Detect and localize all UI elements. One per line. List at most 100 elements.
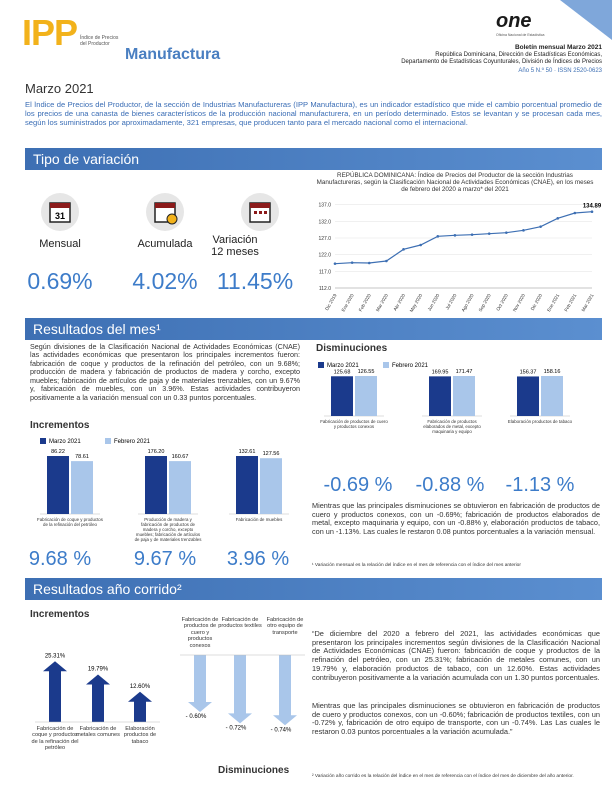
section-heading: Resultados del mes¹ — [25, 318, 602, 340]
point — [573, 211, 577, 215]
point — [436, 235, 440, 238]
value-label: 125.68 — [334, 369, 351, 375]
bulletin: Boletín mensual Marzo 2021 — [514, 44, 602, 51]
bar — [453, 376, 475, 416]
x-tick-label: Mar 2020 — [375, 293, 389, 313]
section-title: Manufactura — [125, 46, 221, 63]
subheading: Disminuciones — [218, 765, 290, 776]
value-label: 19.79% — [88, 667, 109, 673]
section-heading: Resultados año corrido² — [25, 578, 602, 600]
arrow — [128, 691, 152, 722]
category-label: Fabricación de productos elaborados de m… — [423, 419, 481, 435]
legend-label: Febrero 2021 — [392, 363, 429, 369]
variation-label: Variación 12 meses — [211, 234, 259, 259]
subheading: Incrementos — [30, 609, 90, 620]
value-label: 171.47 — [456, 369, 473, 375]
x-tick-label: Jun 2020 — [427, 293, 441, 312]
point — [453, 234, 457, 237]
value-label: 160.67 — [172, 454, 189, 460]
y-tick-label: 112.0 — [319, 286, 331, 292]
point — [367, 261, 371, 265]
value-label: 134.89 — [583, 204, 602, 210]
issue: Año 5 N.º 50 · ISSN 2520-0623 — [518, 68, 602, 74]
bar — [47, 456, 69, 514]
legend-swatch — [40, 438, 46, 444]
line — [334, 211, 593, 265]
variation-value: 0.69% — [27, 268, 93, 294]
category-label: Fabricación de coque y productos de la r… — [37, 517, 103, 528]
x-tick-label: Dic 2019 — [324, 293, 338, 312]
logo-sub: Oficina Nacional de Estadística — [496, 33, 545, 37]
category-label: Elaboración productos de tabaco — [507, 419, 573, 424]
arrow — [86, 674, 110, 722]
arrow — [228, 655, 252, 724]
heading-text: Resultados del mes¹ — [33, 321, 161, 337]
value-label: 127.56 — [263, 451, 280, 457]
date: Marzo 2021 — [25, 81, 94, 96]
bar — [145, 456, 167, 514]
increment-pct: 9.67 % — [133, 548, 197, 570]
point — [385, 259, 388, 263]
legend-swatch — [318, 362, 324, 368]
y-tick-label: 127.0 — [318, 236, 331, 242]
point — [522, 229, 525, 232]
variation-value: 11.45% — [216, 268, 294, 294]
year-text: Mientras que las principales disminucion… — [312, 702, 600, 737]
category-label: Fabricación de productos de cuero y prod… — [181, 617, 219, 649]
bar — [331, 376, 353, 416]
point — [419, 243, 422, 247]
category-label: Fabricación de muebles — [235, 517, 283, 522]
category-label: Fabricación de coque y productos de la r… — [31, 726, 79, 752]
value-label: 176.20 — [148, 449, 165, 455]
heading-text: Tipo de variación — [33, 151, 140, 167]
x-tick-label: Feb 2020 — [358, 293, 372, 313]
value-label: 25.31% — [45, 653, 66, 659]
brand: IPP — [22, 12, 78, 53]
y-tick-label: 117.0 — [319, 269, 331, 275]
value-label: 126.55 — [358, 369, 375, 375]
increment-pct: 9.68 % — [28, 548, 92, 570]
value-label: 169.95 — [432, 369, 449, 375]
bar — [517, 376, 539, 416]
point — [505, 231, 508, 234]
corner-decoration — [560, 0, 612, 40]
intro: El Índice de Precios del Productor, de l… — [25, 101, 602, 127]
x-tick-label: Feb 2021 — [563, 293, 577, 313]
value-label: - 0.60% — [186, 714, 207, 720]
footnote: ¹ Variación mensual es la relación del í… — [312, 563, 521, 568]
variation-label: Acumulada — [137, 238, 193, 250]
value-label: 12.60% — [130, 684, 151, 690]
x-tick-label: Mar 2021 — [581, 293, 595, 313]
value-label: 158.16 — [544, 369, 561, 375]
point — [590, 210, 594, 213]
value-label: 78.61 — [75, 454, 89, 460]
category-label: Fabricación de productos de cuero y prod… — [320, 419, 388, 430]
legend-label: Marzo 2021 — [327, 363, 359, 369]
category-label: Fabricación de metales comunes — [76, 726, 120, 739]
x-tick-label: Dic 2020 — [530, 293, 544, 312]
variation-label: Mensual — [39, 238, 81, 250]
x-tick-label: Ene 2021 — [546, 293, 560, 313]
footnote: ² Variación año corrido es la relación d… — [312, 774, 574, 779]
x-tick-label: Abr 2020 — [392, 293, 406, 312]
bar — [260, 458, 282, 514]
arrow — [43, 661, 67, 722]
decrease-pct: -0.69 % — [323, 474, 393, 496]
icons: 31 — [41, 193, 279, 231]
bar — [169, 461, 191, 514]
x-tick-label: May 2020 — [409, 293, 424, 313]
y-tick-label: 137.0 — [318, 203, 331, 209]
x-tick-label: Nov 2020 — [512, 293, 526, 313]
increment-pct: 3.96 % — [226, 548, 290, 570]
bar — [429, 376, 451, 416]
value-label: 86.22 — [51, 449, 65, 455]
x-tick-label: Oct 2020 — [495, 293, 509, 312]
legend-swatch — [383, 362, 389, 368]
year-text: “De diciembre del 2020 a febrero del 202… — [312, 630, 600, 682]
subheading: Incrementos — [30, 420, 90, 431]
y-tick-label: 122.0 — [318, 253, 331, 259]
svg-text:31: 31 — [55, 211, 65, 221]
value-label: - 0.72% — [226, 725, 247, 731]
point — [333, 262, 337, 265]
monthly-text: Según divisiones de la Clasificación Nac… — [30, 343, 300, 402]
